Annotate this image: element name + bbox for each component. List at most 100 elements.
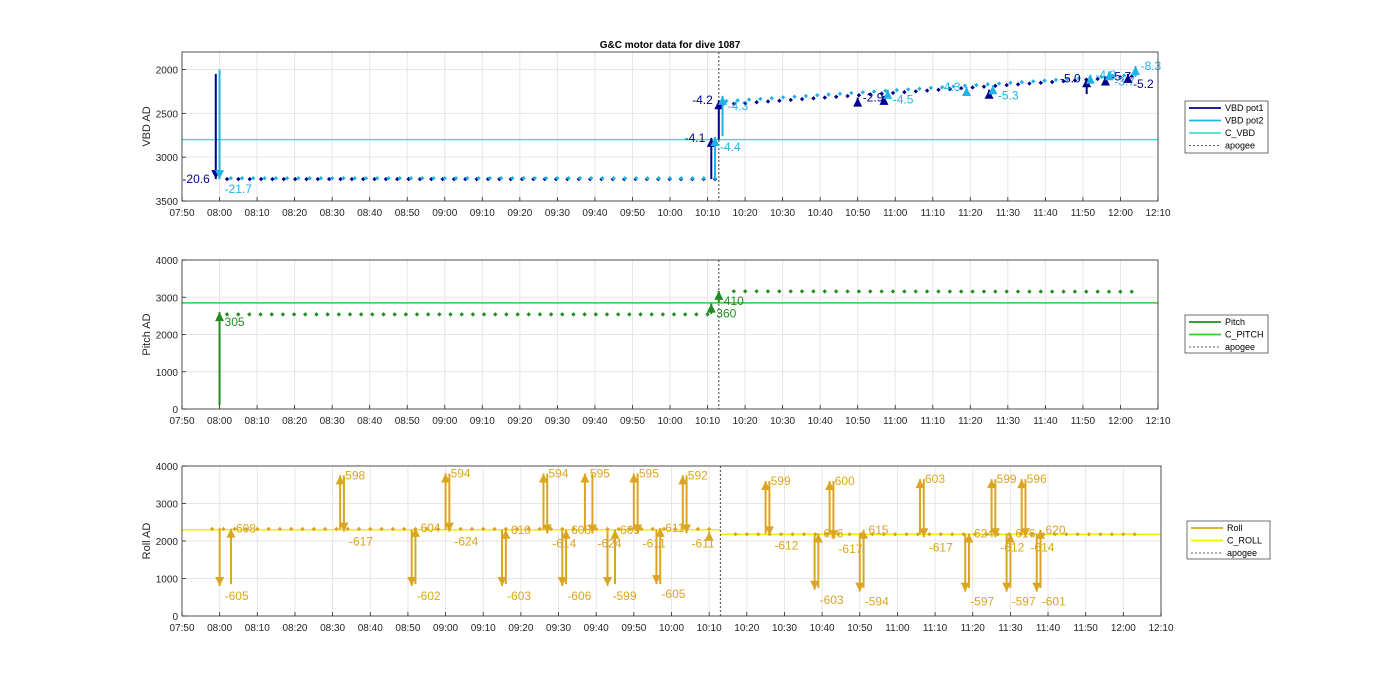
x-tick-label: 08:40 — [358, 623, 383, 634]
series-point-vbd-pot2 — [1030, 79, 1036, 84]
x-tick-label: 10:00 — [657, 208, 682, 219]
series-point-vbd-pot1 — [247, 176, 252, 182]
series-point-roll — [673, 526, 678, 532]
move-arrow-head — [960, 582, 970, 592]
x-tick-label: 11:00 — [883, 416, 908, 427]
x-tick-label: 11:30 — [996, 208, 1021, 219]
move-label: 592 — [688, 468, 708, 482]
series-point-roll — [503, 526, 509, 532]
series-point-roll — [706, 526, 712, 532]
move-label: -599 — [612, 589, 636, 603]
series-point-vbd-pot2 — [780, 95, 786, 100]
series-point-vbd-pot2 — [386, 176, 391, 181]
x-tick-label: 09:20 — [507, 208, 532, 219]
move-label: 611 — [665, 521, 684, 535]
series-point-vbd-pot1 — [811, 96, 816, 101]
move-label: -4.3 — [728, 99, 749, 113]
move-arrow-head — [1032, 582, 1042, 592]
series-point-pitch — [314, 312, 319, 317]
move-label: -21.7 — [225, 182, 253, 196]
series-point-vbd-pot2 — [1008, 80, 1013, 86]
series-point-vbd-pot1 — [788, 97, 793, 103]
series-point-roll — [650, 526, 655, 532]
series-point-pitch — [448, 312, 453, 317]
x-tick-label: 09:00 — [432, 208, 457, 219]
series-point-vbd-pot2 — [611, 176, 616, 181]
series-point-vbd-pot2 — [262, 176, 267, 181]
move-arrow-head — [410, 527, 420, 537]
series-point-vbd-pot1 — [777, 98, 782, 103]
x-tick-label: 12:10 — [1148, 623, 1173, 634]
series-point-vbd-pot2 — [1042, 78, 1047, 83]
x-tick-label: 10:30 — [772, 623, 797, 634]
series-point-vbd-pot1 — [902, 89, 907, 95]
move-label: -5.3 — [998, 88, 1019, 102]
move-label: -4.3 — [940, 80, 961, 94]
series-point-pitch — [560, 312, 565, 317]
series-point-roll — [778, 532, 784, 537]
series-point-pitch — [777, 289, 782, 294]
move-arrow-head — [1104, 71, 1114, 81]
series-point-roll — [695, 526, 701, 532]
legend-label: VBD pot1 — [1225, 103, 1264, 113]
series-point-vbd-pot1 — [1004, 82, 1009, 88]
x-tick-label: 08:00 — [207, 416, 232, 427]
x-tick-label: 08:40 — [357, 208, 382, 219]
move-label: 620 — [1046, 523, 1066, 537]
legend-label: C_ROLL — [1227, 536, 1262, 546]
x-tick-label: 10:00 — [657, 416, 682, 427]
series-point-vbd-pot1 — [731, 101, 737, 107]
series-point-roll — [514, 526, 520, 532]
series-point-vbd-pot1 — [1095, 76, 1100, 82]
series-point-roll — [892, 532, 898, 537]
series-point-vbd-pot2 — [465, 176, 470, 181]
series-point-vbd-pot2 — [645, 176, 650, 181]
x-tick-label: 09:40 — [582, 208, 607, 219]
move-arrow-head — [655, 527, 665, 537]
move-arrow-head — [706, 303, 716, 313]
x-tick-label: 11:40 — [1033, 416, 1058, 427]
move-arrow-head — [444, 522, 454, 532]
series-point-pitch — [381, 312, 386, 317]
y-tick-label: 2000 — [156, 66, 179, 77]
series-point-vbd-pot1 — [970, 85, 975, 90]
panel-vbd: -20.6 -21.7 -4.1 -4.4 -4.2 -4.3 -2.9 -4.5 -4.3 -5… — [141, 51, 1269, 219]
x-tick-label: 09:30 — [545, 208, 570, 219]
series-point-vbd-pot2 — [974, 82, 979, 88]
x-tick-label: 08:00 — [207, 208, 232, 219]
series-point-vbd-pot2 — [588, 176, 594, 181]
x-tick-label: 12:00 — [1108, 416, 1133, 427]
series-point-pitch — [1061, 289, 1066, 294]
move-arrow-head — [990, 528, 1000, 538]
panels: -20.6 -21.7 -4.1 -4.4 -4.2 -4.3 -2.9 -4.5 -4.3 -5… — [141, 51, 1271, 634]
series-point-pitch — [947, 289, 953, 294]
series-point-pitch — [799, 289, 805, 294]
series-point-vbd-pot2 — [1121, 73, 1127, 78]
series-point-roll — [571, 526, 576, 532]
series-point-vbd-pot2 — [690, 176, 695, 181]
series-point-vbd-pot1 — [1129, 74, 1134, 79]
series-point-pitch — [671, 312, 677, 317]
series-point-vbd-pot1 — [947, 86, 953, 92]
series-point-pitch — [392, 312, 397, 317]
series-point-vbd-pot1 — [270, 176, 275, 182]
series-point-roll — [435, 526, 441, 532]
move-arrow-head — [215, 312, 225, 322]
move-arrow-head — [497, 577, 507, 586]
move-label: -617 — [838, 542, 862, 556]
series-point-pitch — [879, 289, 884, 294]
series-point-vbd-pot2 — [1065, 76, 1070, 82]
series-point-pitch — [615, 312, 621, 317]
series-point-pitch — [1095, 289, 1100, 294]
series-point-vbd-pot2 — [1053, 77, 1059, 83]
series-point-pitch — [660, 312, 666, 317]
series-point-vbd-pot2 — [917, 86, 922, 91]
move-label: -597 — [1012, 595, 1036, 609]
series-point-vbd-pot2 — [228, 176, 233, 181]
move-label: -601 — [1042, 595, 1066, 609]
series-point-roll — [311, 526, 316, 532]
move-label: 600 — [835, 474, 855, 488]
x-tick-label: 07:50 — [169, 208, 194, 219]
